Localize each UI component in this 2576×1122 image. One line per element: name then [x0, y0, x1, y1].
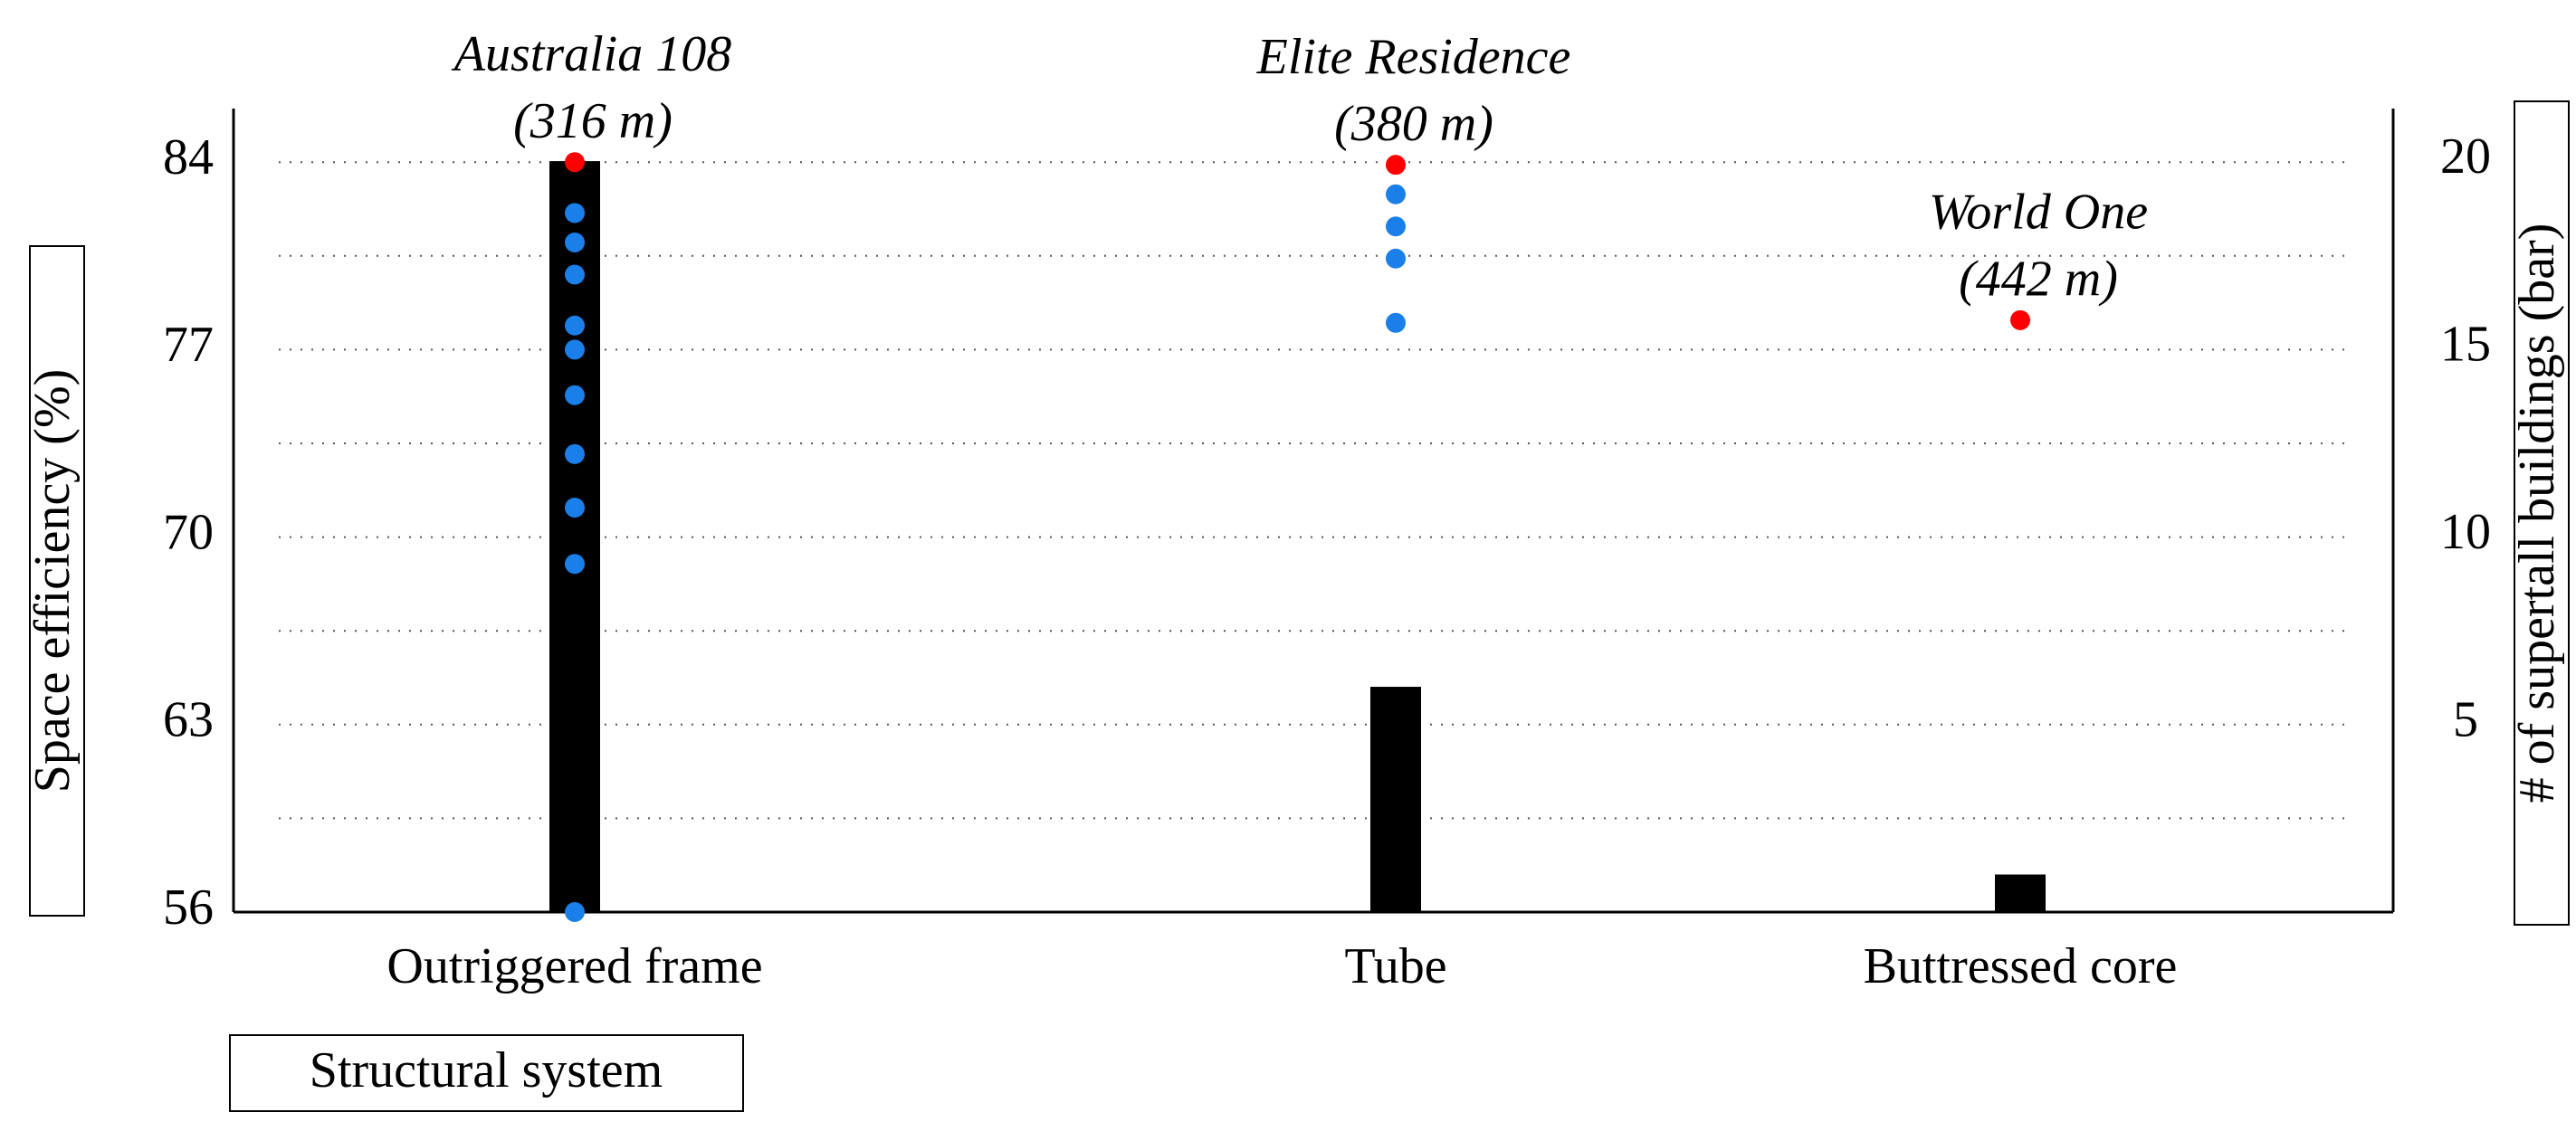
point	[565, 203, 585, 223]
point	[565, 498, 585, 518]
point	[1386, 312, 1406, 333]
y-tick-label: 84	[163, 129, 214, 185]
annotation: (380 m)	[1334, 96, 1493, 152]
y-tick-label: 77	[163, 317, 214, 373]
point	[565, 554, 585, 575]
y-tick-label: 63	[163, 692, 214, 748]
x-label-box	[229, 1034, 744, 1112]
point	[565, 264, 585, 285]
point	[565, 339, 585, 360]
y2-tick-label: 15	[2440, 316, 2491, 372]
y-tick-label: 56	[163, 880, 214, 936]
point	[1386, 248, 1406, 269]
annotation: Australia 108	[451, 26, 731, 82]
highlighted-point	[1386, 155, 1406, 176]
y-axis-label: Space efficiency (%)	[24, 369, 81, 793]
y2-tick-label: 5	[2453, 691, 2478, 747]
annotation: World One	[1929, 185, 2148, 241]
point	[565, 233, 585, 252]
point	[565, 385, 585, 405]
x-tick-label: Buttressed core	[1864, 938, 2178, 994]
point	[565, 443, 585, 464]
y2-tick-label: 20	[2440, 128, 2491, 185]
x-tick-label: Tube	[1344, 938, 1446, 994]
bar	[1370, 687, 1421, 912]
y2-axis-label: # of supertall buildings (bar)	[2509, 223, 2565, 803]
point	[1386, 184, 1406, 204]
annotation: (316 m)	[513, 93, 673, 149]
point	[1386, 216, 1406, 237]
bar	[549, 161, 600, 913]
highlighted-point	[565, 152, 585, 173]
y2-tick-label: 10	[2440, 504, 2491, 560]
y2-label-box	[2514, 100, 2570, 926]
x-axis-label: Structural system	[310, 1042, 663, 1098]
annotation: Elite Residence	[1256, 29, 1571, 85]
point	[565, 315, 585, 336]
highlighted-point	[2010, 309, 2030, 330]
point	[565, 902, 585, 922]
bar	[1995, 874, 2046, 912]
annotation: (442 m)	[1959, 252, 2118, 308]
x-tick-label: Outriggered frame	[386, 938, 762, 994]
y-tick-label: 70	[163, 504, 214, 560]
y-label-box	[29, 245, 85, 917]
